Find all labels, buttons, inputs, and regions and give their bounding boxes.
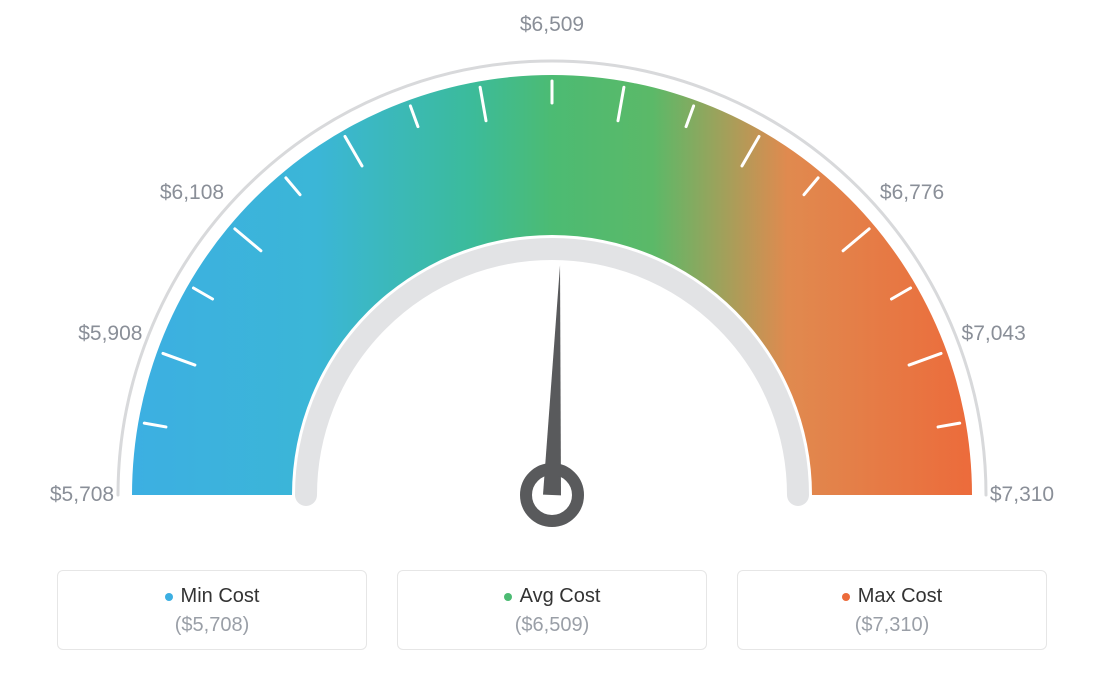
legend-card-max: Max Cost ($7,310) bbox=[737, 570, 1047, 650]
gauge-tick-label: $5,708 bbox=[50, 483, 114, 507]
legend-title-avg: Avg Cost bbox=[504, 585, 601, 608]
legend-title-min: Min Cost bbox=[165, 585, 260, 608]
gauge-infographic: $5,708 $5,908 $6,108 $6,509 $6,776 $7,043 $7,3… bbox=[0, 0, 1104, 690]
legend-value-min: ($5,708) bbox=[68, 614, 356, 637]
legend-card-min: Min Cost ($5,708) bbox=[57, 570, 367, 650]
gauge-svg bbox=[40, 20, 1064, 560]
dot-icon bbox=[842, 593, 850, 601]
legend-value-max: ($7,310) bbox=[748, 614, 1036, 637]
gauge-area: $5,708$5,908$6,108$6,509$6,776$7,043$7,3… bbox=[40, 20, 1064, 560]
legend-card-avg: Avg Cost ($6,509) bbox=[397, 570, 707, 650]
gauge-tick-label: $7,310 bbox=[990, 483, 1054, 507]
legend-title-text: Max Cost bbox=[858, 585, 942, 608]
dot-icon bbox=[504, 593, 512, 601]
gauge-tick-label: $6,776 bbox=[880, 181, 944, 205]
legend-title-max: Max Cost bbox=[842, 585, 942, 608]
legend-value-avg: ($6,509) bbox=[408, 614, 696, 637]
gauge-tick-label: $7,043 bbox=[962, 322, 1026, 346]
gauge-tick-label: $6,509 bbox=[520, 13, 584, 37]
legend-row: Min Cost ($5,708) Avg Cost ($6,509) Max … bbox=[40, 570, 1064, 650]
gauge-tick-label: $6,108 bbox=[160, 181, 224, 205]
legend-title-text: Avg Cost bbox=[520, 585, 601, 608]
dot-icon bbox=[165, 593, 173, 601]
legend-title-text: Min Cost bbox=[181, 585, 260, 608]
gauge-tick-label: $5,908 bbox=[78, 322, 142, 346]
